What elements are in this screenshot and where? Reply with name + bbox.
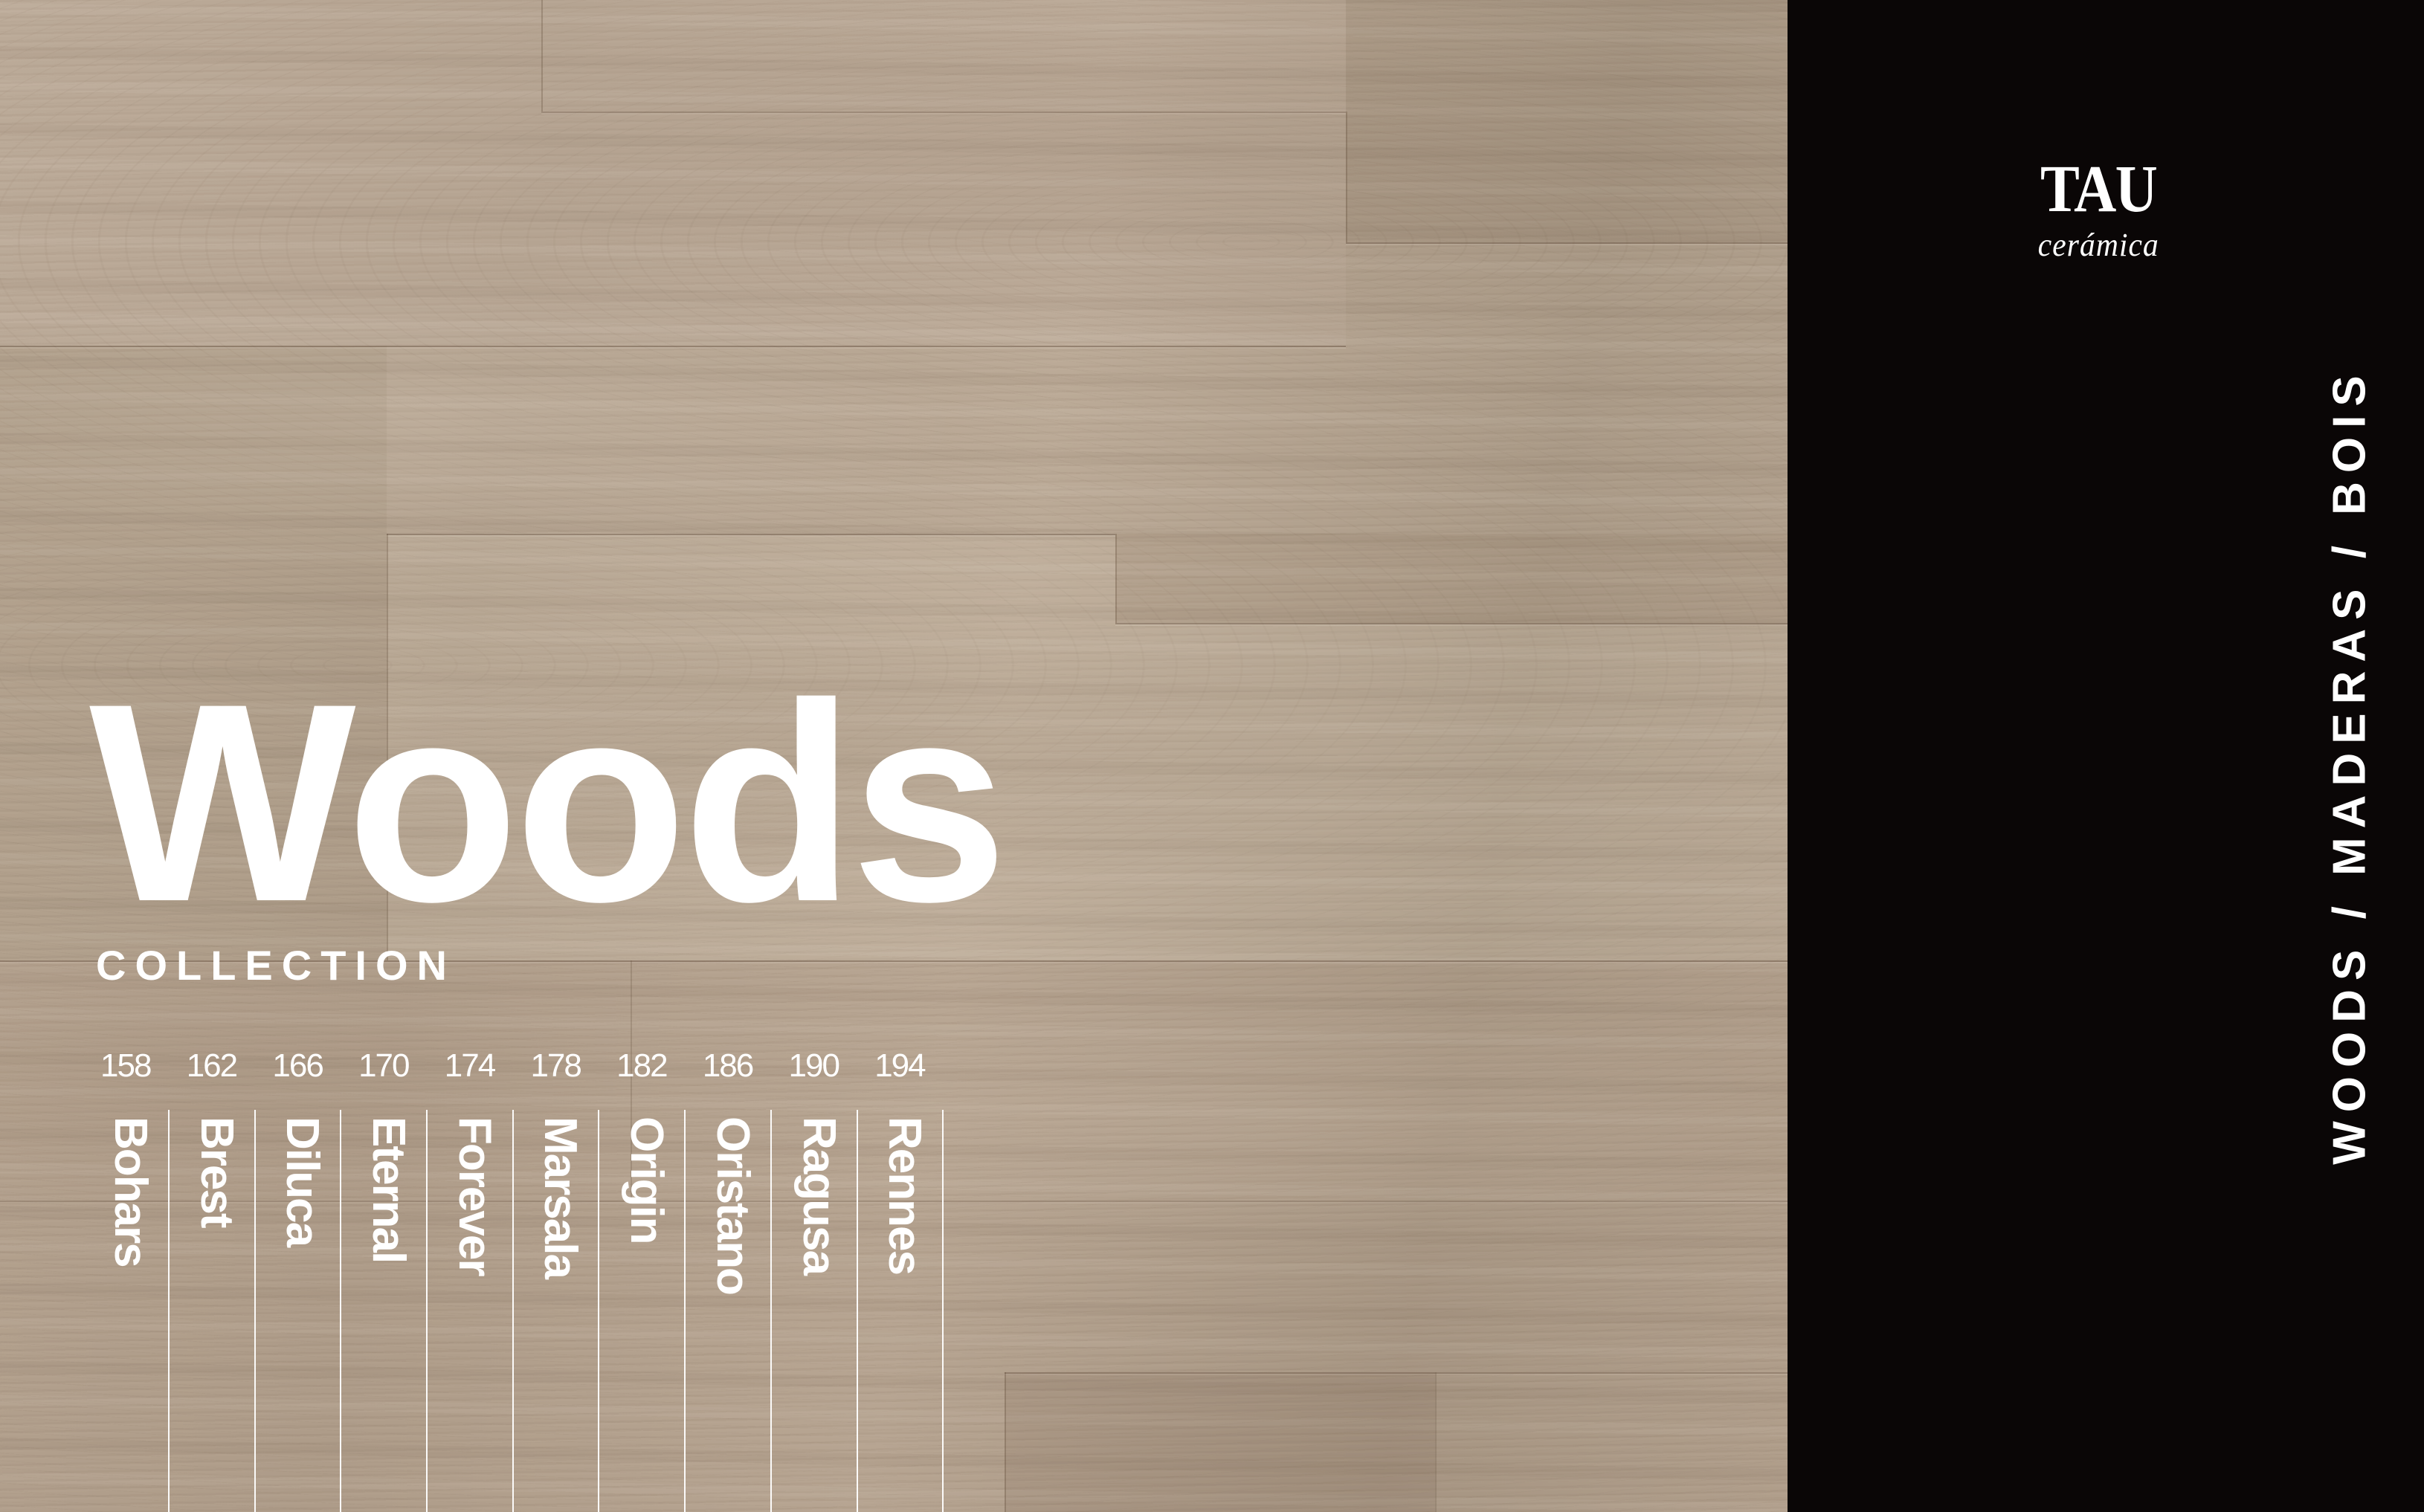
tau-ceramica-logo: TAU cerámica [2032, 156, 2164, 262]
index-series-name: Brest [190, 1117, 242, 1227]
index-divider-line [598, 1110, 600, 1512]
index-entry-oristano[interactable]: 186 Oristano [703, 0, 789, 1512]
index-page-number: 170 [358, 1047, 410, 1084]
index-divider-line [426, 1110, 428, 1512]
index-divider-line [770, 1110, 772, 1512]
index-series-name: Forever [448, 1117, 500, 1276]
index-divider-line [942, 1110, 944, 1512]
index-series-name: Marsala [535, 1117, 587, 1278]
index-entry-brest[interactable]: 162 Brest [187, 0, 273, 1512]
side-panel-vertical-label: WOODS / MADERAS / BOIS [2324, 366, 2376, 1165]
side-panel: TAU cerámica WOODS / MADERAS / BOIS [1788, 0, 2424, 1512]
collection-label: COLLECTION [96, 942, 456, 989]
index-entry-forever[interactable]: 174 Forever [445, 0, 531, 1512]
index-entry-origin[interactable]: 182 Origin [616, 0, 703, 1512]
index-series-name: Rennes [879, 1117, 931, 1274]
index-page-number: 194 [874, 1047, 926, 1084]
plank-patch [1346, 0, 1788, 242]
index-page-number: 174 [444, 1047, 496, 1084]
index-divider-line [254, 1110, 256, 1512]
index-series-name: Diluca [277, 1117, 329, 1247]
plank-patch [1115, 623, 1788, 960]
index-series-name: Origin [621, 1117, 673, 1244]
index-divider-line [512, 1110, 514, 1512]
index-page-number: 162 [186, 1047, 238, 1084]
index-divider-line [168, 1110, 170, 1512]
page-title: Woods [89, 644, 1008, 960]
tau-logo-text: TAU [2040, 152, 2158, 226]
plank-seam [1005, 1372, 1788, 1374]
index-entry-eternal[interactable]: 170 Eternal [358, 0, 445, 1512]
index-divider-line [856, 1110, 858, 1512]
plank-patch [1005, 1372, 1435, 1512]
index-divider-line [340, 1110, 342, 1512]
index-entry-marsala[interactable]: 178 Marsala [530, 0, 616, 1512]
index-series-name: Ragusa [793, 1117, 845, 1274]
plank-seam [1346, 112, 1347, 242]
index-entry-diluca[interactable]: 166 Diluca [272, 0, 358, 1512]
index-entry-rennes[interactable]: 194 Rennes [874, 0, 961, 1512]
index-divider-line [684, 1110, 686, 1512]
plank-seam [1115, 623, 1788, 624]
plank-seam [1005, 1372, 1006, 1512]
index-series-name: Oristano [706, 1117, 758, 1294]
tau-logo-subtext: cerámica [2037, 227, 2159, 263]
plank-patch [1115, 534, 1788, 623]
index-series-name: Eternal [363, 1117, 415, 1263]
index-page-number: 178 [530, 1047, 581, 1084]
index-entry-bohars[interactable]: 158 Bohars [100, 0, 187, 1512]
index-series-name: Bohars [105, 1117, 156, 1267]
index-page-number: 182 [616, 1047, 668, 1084]
index-entry-ragusa[interactable]: 190 Ragusa [789, 0, 875, 1512]
plank-seam [1346, 242, 1788, 244]
collection-index: 158 Bohars 162 Brest 166 Diluca 170 Eternal 174 F… [100, 0, 961, 1512]
index-page-number: 190 [788, 1047, 840, 1084]
index-page-number: 158 [100, 1047, 152, 1084]
index-page-number: 186 [702, 1047, 754, 1084]
index-page-number: 166 [272, 1047, 323, 1084]
plank-seam [1435, 1372, 1437, 1512]
wood-texture-background: Woods COLLECTION 158 Bohars 162 Brest 166 Dil… [0, 0, 1788, 1512]
plank-seam [1115, 534, 1117, 623]
